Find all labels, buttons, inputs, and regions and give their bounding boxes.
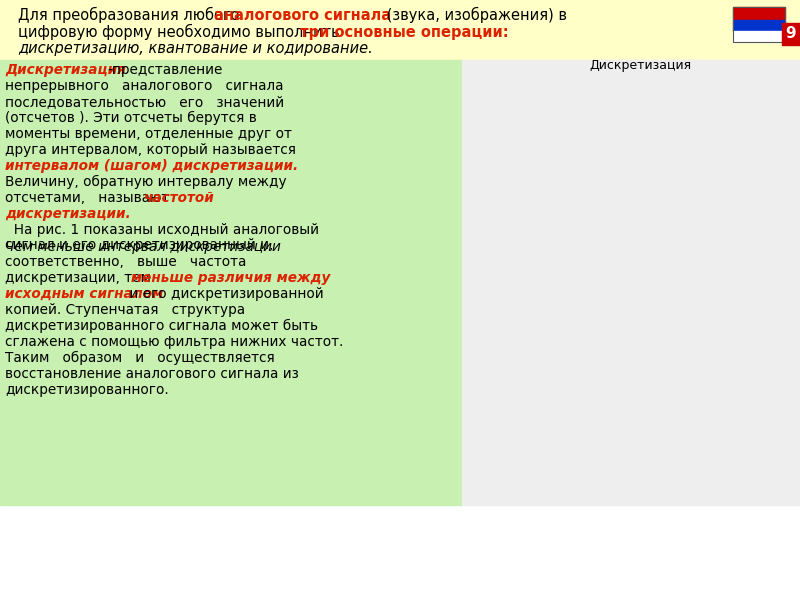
Bar	[759, 145, 774, 198]
Bar	[733, 20, 785, 31]
Bar	[658, 184, 673, 198]
Bar	[640, 445, 654, 482]
Bar	[552, 327, 567, 445]
Bar	[523, 349, 538, 445]
Text: копией. Ступенчатая   структура: копией. Ступенчатая структура	[5, 303, 245, 317]
Bar	[702, 159, 716, 198]
Text: дискретизированного.: дискретизированного.	[5, 383, 169, 397]
Text: соответственно,   выше   частота: соответственно, выше частота	[5, 255, 246, 269]
Text: восстановление аналогового сигнала из: восстановление аналогового сигнала из	[5, 367, 298, 381]
Text: 9: 9	[786, 26, 796, 41]
Text: исходным сигналом: исходным сигналом	[5, 287, 163, 301]
Text: Шаг дискретизации: Шаг дискретизации	[496, 312, 614, 322]
Bar	[716, 154, 730, 198]
Text: и его дискретизированной: и его дискретизированной	[125, 287, 324, 301]
Bar	[673, 173, 687, 198]
Bar	[610, 409, 625, 445]
Bar	[727, 445, 742, 542]
Bar	[0, 0, 800, 60]
Text: интервалом (шагом) дискретизации.: интервалом (шагом) дискретизации.	[5, 159, 298, 173]
Text: дискретизации.: дискретизации.	[5, 207, 130, 221]
Bar	[567, 332, 582, 445]
Bar	[782, 23, 800, 45]
Text: Таким   образом   и   осуществляется: Таким образом и осуществляется	[5, 351, 274, 365]
Title: Аналоговый сигнал: Аналоговый сигнал	[498, 113, 598, 123]
Text: t: t	[780, 196, 784, 206]
Text: Sd: Sd	[632, 115, 645, 125]
Text: цифровую форму необходимо выполнить: цифровую форму необходимо выполнить	[18, 24, 344, 40]
Text: Дискретизация: Дискретизация	[5, 63, 126, 77]
Bar	[494, 409, 509, 445]
Bar	[596, 376, 610, 445]
Text: Величину, обратную интервалу между: Величину, обратную интервалу между	[5, 175, 286, 189]
Text: Амплитуда: Амплитуда	[466, 356, 476, 416]
Text: сглажена с помощью фильтра нижних частот.: сглажена с помощью фильтра нижних частот…	[5, 335, 343, 349]
Text: последовательностью   его   значений: последовательностью его значений	[5, 95, 284, 109]
Bar	[712, 445, 727, 559]
Text: меньше различия между: меньше различия между	[131, 271, 330, 285]
Text: моменты времени, отделенные друг от: моменты времени, отделенные друг от	[5, 127, 292, 141]
Text: частотой: частотой	[143, 191, 214, 205]
Bar	[654, 445, 669, 515]
Text: (звука, изображения) в: (звука, изображения) в	[382, 7, 567, 23]
Bar	[742, 445, 756, 515]
Bar	[698, 445, 712, 564]
Text: Время, отсчеты: Время, отсчеты	[697, 455, 783, 465]
Text: Чем меньше интервал дискретизации: Чем меньше интервал дискретизации	[5, 240, 281, 254]
Bar	[733, 31, 785, 42]
Bar	[756, 445, 770, 482]
Text: аналогового сигнала: аналогового сигнала	[214, 7, 391, 22]
Bar	[683, 445, 698, 559]
Text: дискретизации, тем: дискретизации, тем	[5, 271, 155, 285]
Bar	[733, 7, 785, 19]
Bar	[582, 349, 596, 445]
Text: друга интервалом, который называется: друга интервалом, который называется	[5, 143, 296, 157]
Title: Дискретизированный сигнал: Дискретизированный сигнал	[646, 114, 786, 123]
Text: дискретизацию, квантование и кодирование.: дискретизацию, квантование и кодирование…	[18, 41, 373, 56]
Bar	[462, 60, 800, 505]
Text: -представление: -представление	[107, 63, 222, 77]
Bar	[733, 7, 785, 42]
Bar	[730, 151, 745, 198]
Text: Для преобразования любого: Для преобразования любого	[18, 7, 244, 23]
Bar	[509, 376, 523, 445]
Text: три основные операции:: три основные операции:	[300, 25, 509, 40]
Text: непрерывного   аналогового   сигнала: непрерывного аналогового сигнала	[5, 79, 283, 93]
Text: дискретизированного сигнала может быть: дискретизированного сигнала может быть	[5, 319, 318, 333]
Bar	[538, 332, 552, 445]
Bar	[687, 165, 702, 198]
Text: t: t	[612, 196, 616, 206]
Bar	[669, 445, 683, 542]
Text: Дискретизация: Дискретизация	[589, 58, 691, 71]
Bar	[0, 60, 462, 505]
Text: s: s	[464, 115, 470, 125]
Text: сигнал и его дискретизированный и,: сигнал и его дискретизированный и,	[5, 238, 274, 252]
Text: (отсчетов ). Эти отсчеты берутся в: (отсчетов ). Эти отсчеты берутся в	[5, 111, 257, 125]
Text: На рис. 1 показаны исходный аналоговый: На рис. 1 показаны исходный аналоговый	[5, 223, 319, 237]
Bar	[745, 148, 759, 198]
Text: отсчетами,   называют: отсчетами, называют	[5, 191, 182, 205]
